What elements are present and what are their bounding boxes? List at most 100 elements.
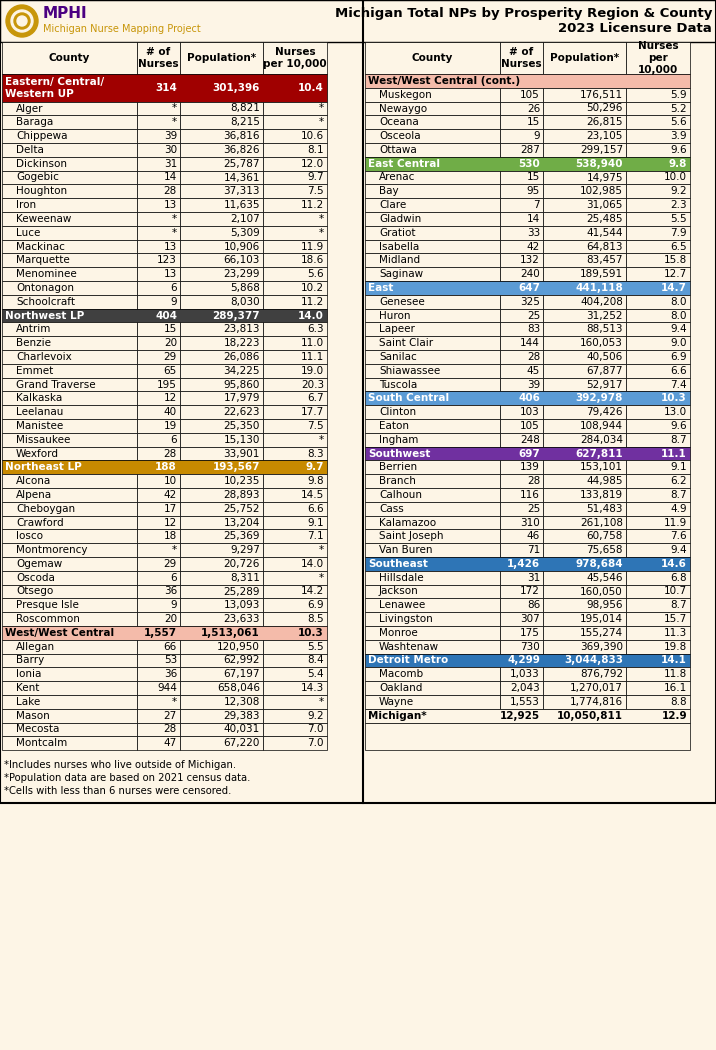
Text: 11.1: 11.1 (662, 448, 687, 459)
Bar (543, 419, 626, 433)
Text: 647: 647 (518, 282, 540, 293)
Bar (180, 185, 263, 198)
Text: 23,299: 23,299 (223, 269, 260, 279)
Text: Oakland: Oakland (379, 684, 422, 693)
Bar (543, 42, 626, 74)
Text: 13: 13 (164, 242, 177, 252)
Bar (137, 556, 180, 571)
Text: 15: 15 (164, 324, 177, 334)
Bar (2, 502, 137, 516)
Text: Gratiot: Gratiot (379, 228, 415, 237)
Text: Emmet: Emmet (16, 365, 53, 376)
Text: Gogebic: Gogebic (16, 172, 59, 183)
Bar (2, 253, 137, 267)
Bar (137, 612, 180, 626)
Text: Lake: Lake (16, 697, 40, 707)
Bar (543, 116, 626, 129)
Bar (137, 639, 180, 653)
Text: # of
Nurses: # of Nurses (138, 47, 179, 69)
Text: Cass: Cass (379, 504, 404, 513)
Text: Leelanau: Leelanau (16, 407, 64, 417)
Text: Delta: Delta (16, 145, 44, 155)
Bar (137, 378, 180, 392)
Bar (2, 363, 137, 378)
Bar (626, 336, 690, 350)
Bar (137, 295, 180, 309)
Text: 7.5: 7.5 (307, 421, 324, 430)
Text: 120,950: 120,950 (217, 642, 260, 652)
Text: 20: 20 (164, 614, 177, 624)
Text: Population*: Population* (187, 52, 256, 63)
Text: 17: 17 (164, 504, 177, 513)
Bar (137, 336, 180, 350)
Text: 26,086: 26,086 (223, 352, 260, 362)
Bar (626, 529, 690, 543)
Text: Jackson: Jackson (379, 587, 419, 596)
Text: 5.5: 5.5 (307, 642, 324, 652)
Text: 71: 71 (527, 545, 540, 555)
Bar (2, 102, 137, 116)
Bar (180, 475, 263, 488)
Bar (263, 571, 327, 585)
Text: *: * (172, 104, 177, 113)
Bar (626, 185, 690, 198)
Bar (137, 543, 180, 556)
Text: 8.7: 8.7 (670, 601, 687, 610)
Bar (263, 239, 327, 253)
Bar (180, 722, 263, 736)
Text: 5,868: 5,868 (230, 282, 260, 293)
Text: Grand Traverse: Grand Traverse (16, 379, 96, 390)
Bar (543, 170, 626, 185)
Bar (180, 143, 263, 156)
Text: 11,635: 11,635 (223, 201, 260, 210)
Bar (543, 322, 626, 336)
Bar (180, 102, 263, 116)
Text: 8.1: 8.1 (307, 145, 324, 155)
Bar (365, 585, 500, 598)
Bar (626, 626, 690, 639)
Bar (180, 239, 263, 253)
Text: 299,157: 299,157 (580, 145, 623, 155)
Text: 2,107: 2,107 (231, 214, 260, 224)
Bar (543, 405, 626, 419)
Text: Ontonagon: Ontonagon (16, 282, 74, 293)
Text: 31,065: 31,065 (586, 201, 623, 210)
Bar (626, 571, 690, 585)
Bar (263, 475, 327, 488)
Bar (2, 433, 137, 446)
Text: 978,684: 978,684 (576, 559, 623, 569)
Text: 9.1: 9.1 (670, 462, 687, 472)
Text: 9: 9 (533, 131, 540, 141)
Text: 876,792: 876,792 (580, 669, 623, 679)
Bar (365, 681, 500, 695)
Bar (365, 571, 500, 585)
Text: Kent: Kent (16, 684, 39, 693)
Bar (180, 653, 263, 668)
Text: Mecosta: Mecosta (16, 724, 59, 735)
Bar (2, 612, 137, 626)
Text: 20: 20 (164, 338, 177, 349)
Bar (263, 253, 327, 267)
Text: Saint Joseph: Saint Joseph (379, 531, 443, 542)
Text: Oceana: Oceana (379, 118, 419, 127)
Text: 406: 406 (518, 394, 540, 403)
Bar (137, 143, 180, 156)
Bar (263, 722, 327, 736)
Text: 42: 42 (164, 490, 177, 500)
Bar (543, 129, 626, 143)
Bar (500, 350, 543, 363)
Bar (2, 156, 137, 170)
Text: 7.0: 7.0 (307, 724, 324, 735)
Text: 261,108: 261,108 (580, 518, 623, 527)
Text: *: * (172, 697, 177, 707)
Bar (263, 350, 327, 363)
Bar (180, 598, 263, 612)
Text: 11.9: 11.9 (664, 518, 687, 527)
Bar (263, 502, 327, 516)
Text: 369,390: 369,390 (580, 642, 623, 652)
Bar (180, 736, 263, 750)
Text: 103: 103 (521, 407, 540, 417)
Text: 15,130: 15,130 (223, 435, 260, 445)
Bar (626, 460, 690, 475)
Bar (543, 543, 626, 556)
